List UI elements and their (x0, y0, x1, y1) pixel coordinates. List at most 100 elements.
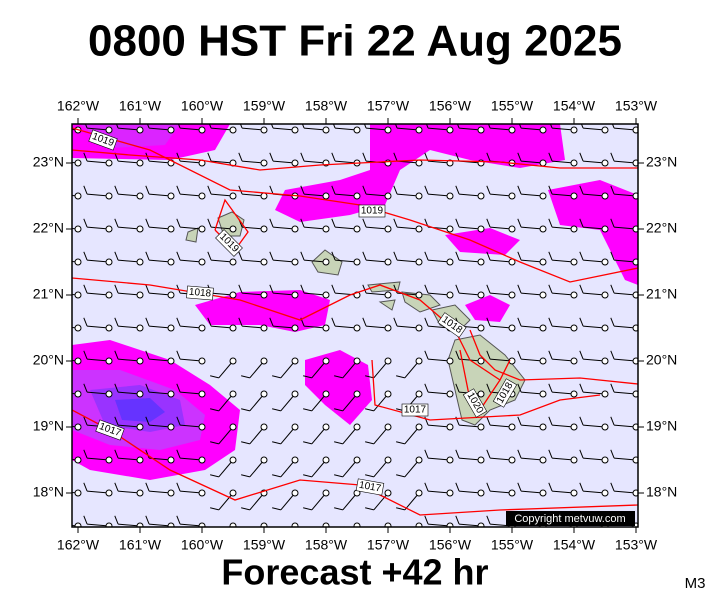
barb-flag (393, 185, 398, 195)
barb-station (353, 522, 361, 527)
barb-shaft (490, 325, 513, 329)
barb-station (446, 258, 454, 266)
barb-shaft (280, 492, 296, 511)
barb-shaft (218, 426, 234, 445)
map-title: 0800 HST Fri 22 Aug 2025 (88, 17, 622, 66)
barb-flag (176, 482, 181, 492)
barb-station (322, 489, 330, 497)
barb-station (260, 357, 268, 365)
barb-station (105, 291, 113, 299)
barb-shaft (342, 360, 358, 379)
wind-barb (486, 251, 516, 266)
barb-shaft (180, 127, 203, 131)
wind-barb (610, 317, 638, 332)
barb-shaft (304, 127, 327, 131)
barb-flag (424, 449, 429, 459)
barb-station (477, 126, 485, 134)
barb-station (570, 390, 578, 398)
wind-barb (269, 124, 299, 134)
barb-shaft (87, 358, 110, 362)
isobar-label: 1017 (401, 403, 429, 417)
wind-barb (610, 482, 638, 497)
isobar-label-text: 1018 (188, 287, 212, 300)
barb-flag (241, 474, 250, 478)
barb-flag (579, 284, 584, 294)
barb-station (353, 357, 361, 365)
barb-station (260, 192, 268, 200)
wind-barb (83, 185, 113, 200)
barb-flag (610, 482, 615, 492)
wind-barb (373, 522, 392, 527)
barb-station (229, 324, 237, 332)
barb-flag (269, 218, 274, 228)
barb-shaft (180, 490, 203, 494)
barb-flag (114, 317, 119, 327)
forecast-label: Forecast +42 hr (221, 552, 488, 593)
wind-barb (455, 124, 485, 134)
barb-shaft (149, 391, 172, 395)
barb-flag (517, 383, 522, 393)
barb-station (198, 126, 206, 134)
wind-barb (610, 449, 638, 464)
barb-flag (176, 515, 181, 525)
wind-barb (362, 284, 392, 299)
wind-barb (207, 284, 237, 299)
wind-barb (579, 124, 609, 134)
wind-barb (486, 124, 516, 134)
barb-shaft (180, 424, 203, 428)
barb-station (229, 522, 237, 527)
barb-shaft (180, 358, 203, 362)
wind-barb (176, 152, 206, 167)
wind-barb (486, 416, 516, 431)
wind-barb (83, 449, 113, 464)
barb-flag (455, 251, 460, 261)
wind-barb (331, 251, 361, 266)
wind-barb (176, 317, 206, 332)
barb-flag (52, 252, 57, 260)
barb-shaft (72, 160, 79, 164)
wind-barb (72, 291, 82, 299)
isobar-label: 1018 (186, 285, 214, 301)
barb-shaft (311, 360, 327, 379)
precip-area (275, 124, 565, 222)
barb-station (415, 126, 423, 134)
barb-station (229, 225, 237, 233)
precip-area (115, 398, 165, 422)
wind-barb (210, 390, 237, 412)
barb-station (353, 390, 361, 398)
barb-station (477, 324, 485, 332)
isobar-label-box (95, 419, 125, 441)
wind-barb (517, 284, 547, 299)
barb-station (508, 324, 516, 332)
wind-barb (272, 390, 299, 412)
wind-barb (207, 317, 237, 332)
barb-flag (579, 383, 584, 393)
barb-flag (210, 441, 219, 445)
wind-barb (303, 489, 330, 511)
wind-barb (548, 317, 578, 332)
barb-shaft (614, 127, 637, 131)
barb-shaft (273, 226, 296, 230)
barb-flag (210, 375, 219, 379)
barb-shaft (428, 259, 451, 263)
barb-flag (300, 284, 305, 294)
barb-shaft (614, 358, 637, 362)
barb-shaft (249, 492, 265, 511)
wind-barb (72, 522, 82, 527)
barb-station (632, 192, 638, 200)
wind-barb (145, 251, 175, 266)
barb-flag (362, 317, 367, 327)
barb-flag (486, 152, 491, 162)
barb-shaft (428, 358, 451, 362)
barb-flag (517, 317, 522, 327)
barb-shaft (552, 424, 575, 428)
barb-flag (610, 383, 615, 393)
barb-station (260, 126, 268, 134)
barb-flag (272, 408, 281, 412)
wind-barb (176, 515, 206, 527)
wind-barb (238, 124, 268, 134)
barb-station (415, 324, 423, 332)
barb-flag (424, 317, 429, 327)
barb-shaft (404, 459, 420, 478)
barb-flag (486, 317, 491, 327)
